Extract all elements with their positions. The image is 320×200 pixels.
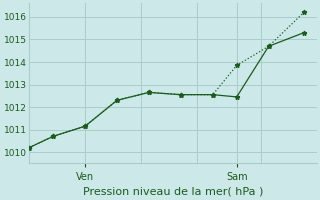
X-axis label: Pression niveau de la mer( hPa ): Pression niveau de la mer( hPa ) (83, 187, 263, 197)
